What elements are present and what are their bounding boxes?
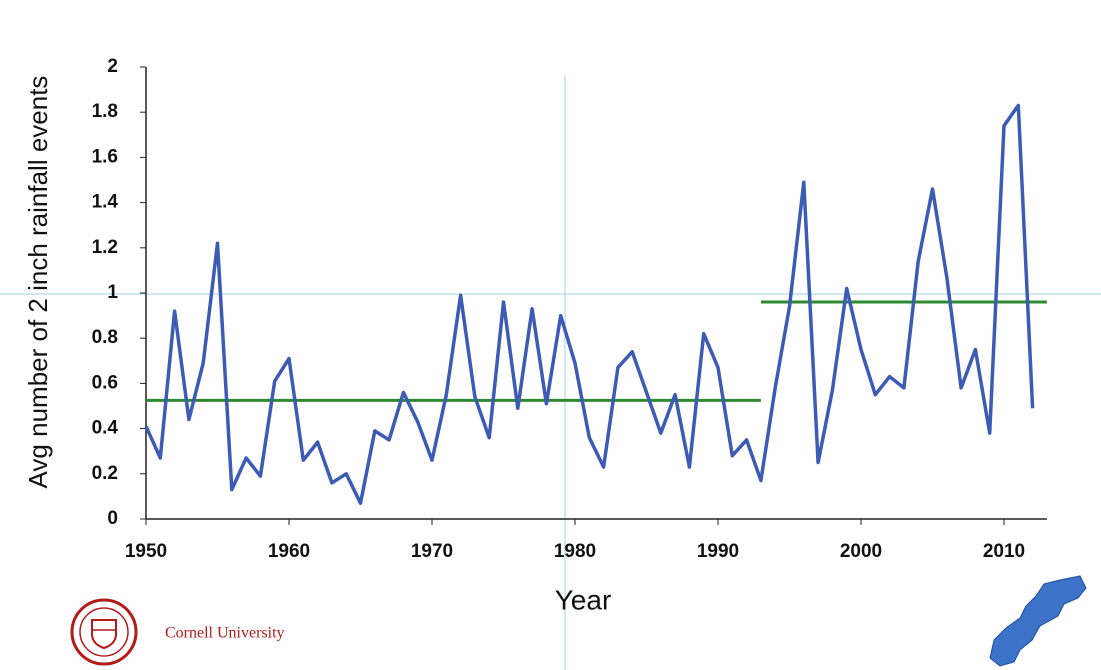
- x-tick-label: 1960: [268, 541, 310, 562]
- x-tick-label: 2000: [840, 541, 882, 562]
- y-tick-label: 1.2: [92, 237, 118, 258]
- institution: Cornell University: [165, 625, 285, 642]
- region-map: [989, 575, 1087, 667]
- y-tick-label: 1: [107, 282, 118, 303]
- x-tick-label: 1950: [125, 541, 167, 562]
- x-tick-label: 1970: [411, 541, 453, 562]
- y-tick-label: 0.2: [92, 463, 118, 484]
- y-tick-label: 2: [107, 56, 118, 77]
- y-tick-label: 0.6: [92, 372, 118, 393]
- x-axis-label: Year: [555, 584, 612, 615]
- x-tick-label: 1980: [554, 541, 596, 562]
- y-tick-label: 0: [107, 508, 118, 529]
- y-tick-label: 1.8: [92, 101, 118, 122]
- cornell-seal: [70, 598, 138, 666]
- y-tick-label: 0.4: [92, 418, 119, 439]
- y-tick-label: 1.4: [92, 192, 119, 213]
- data-line: [144, 103, 1035, 505]
- x-tick-label: 1990: [697, 541, 739, 562]
- y-axis-label: Avg number of 2 inch rainfall events: [23, 76, 53, 489]
- y-tick-label: 1.6: [92, 146, 118, 167]
- x-tick-label: 2010: [983, 541, 1025, 562]
- y-tick-label: 0.8: [92, 327, 118, 348]
